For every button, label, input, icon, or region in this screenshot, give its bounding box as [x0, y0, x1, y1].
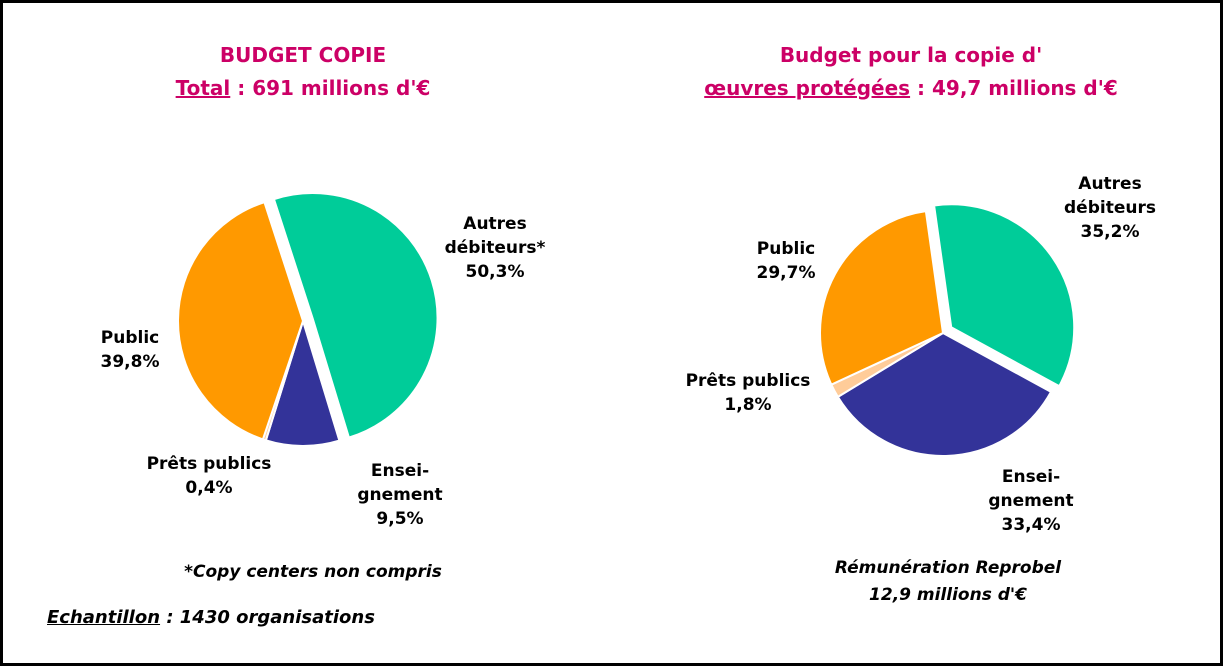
footer: Echantillon : 1430 organisations	[47, 607, 375, 628]
slice-label: Prêts publics 1,8%	[686, 369, 811, 417]
slice-label: Ensei- gnement 33,4%	[988, 465, 1073, 537]
footer-term: Echantillon	[47, 607, 161, 628]
pie-slice	[836, 331, 1053, 457]
slice-category: Ensei- gnement	[988, 467, 1074, 511]
slice-value: 50,3%	[465, 262, 525, 282]
subtitle-term: œuvres protégées	[704, 76, 911, 100]
title-line: BUDGET COPIE	[219, 43, 387, 67]
pie-slice	[272, 192, 439, 439]
slice-category: Public	[100, 328, 160, 348]
subtitle-text: : 49,7 millions d'€	[910, 76, 1118, 100]
slice-category: Public	[756, 239, 816, 259]
subtitle-text: : 691 millions d'€	[230, 76, 431, 100]
charts	[177, 192, 1076, 457]
footer-text: : 1430 organisations	[160, 607, 375, 628]
slice-category: Prêts publics	[685, 371, 811, 391]
pie-slice	[264, 317, 341, 447]
slice-value: 0,4%	[185, 478, 233, 498]
chart-note: *Copy centers non compris	[184, 562, 442, 582]
slice-value: 33,4%	[1001, 515, 1061, 535]
slice-label: Public 29,7%	[757, 237, 816, 285]
slice-category: Autres débiteurs*	[444, 214, 546, 258]
slice-label: Ensei- gnement 9,5%	[357, 459, 442, 531]
slice-category: Ensei- gnement	[357, 461, 443, 505]
slice-value: 35,2%	[1080, 222, 1140, 242]
slice-category: Autres débiteurs	[1064, 174, 1156, 218]
subtitle: Total : 691 millions d'€	[176, 72, 431, 105]
pie-slice	[819, 210, 945, 386]
slice-value: 29,7%	[756, 263, 816, 283]
subtitle: œuvres protégées : 49,7 millions d'€	[704, 72, 1118, 105]
title-line: Budget pour la copie d'	[779, 43, 1043, 67]
chart-title: BUDGET COPIE Total : 691 millions d'€	[176, 39, 431, 105]
slice-label: Public 39,8%	[101, 326, 160, 374]
slice-label: Autres débiteurs 35,2%	[1064, 172, 1156, 244]
slice-value: 1,8%	[724, 395, 772, 415]
subtitle-term: Total	[175, 76, 231, 100]
chart-title: Budget pour la copie d' œuvres protégées …	[704, 39, 1118, 105]
slice-label: Autres débiteurs* 50,3%	[445, 212, 546, 284]
slice-value: 9,5%	[376, 509, 424, 529]
pie-slice	[932, 203, 1076, 388]
slice-label: Prêts publics 0,4%	[147, 452, 272, 500]
pie-slice	[177, 200, 305, 441]
slice-category: Prêts publics	[146, 454, 272, 474]
chart-note: Rémunération Reprobel 12,9 millions d'€	[834, 558, 1062, 605]
slice-value: 39,8%	[100, 352, 160, 372]
